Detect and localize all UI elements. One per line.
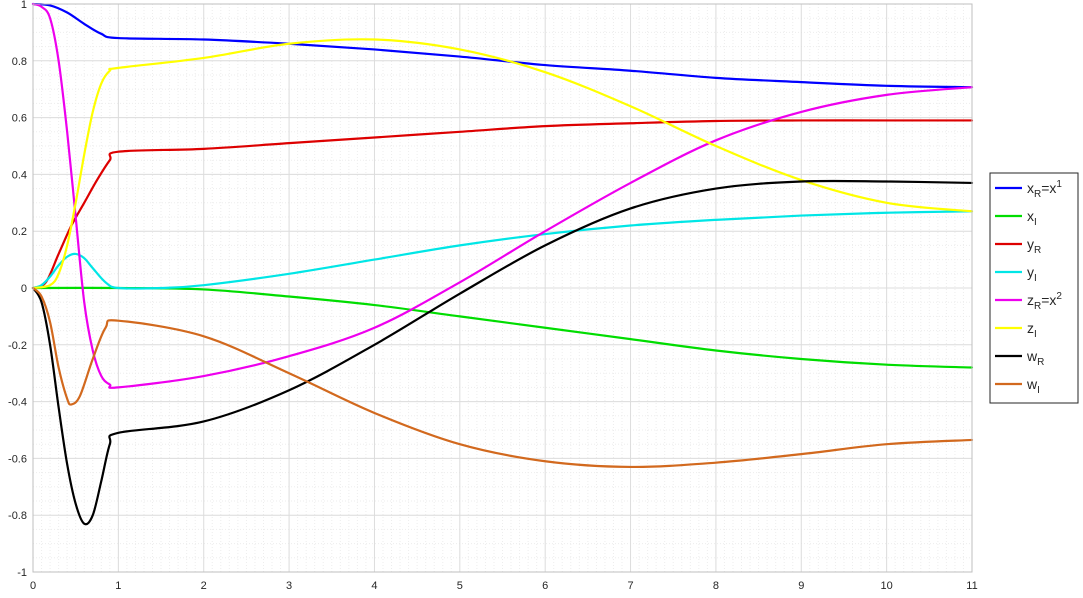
x-tick-label: 7: [627, 580, 633, 592]
series-line-x-i: [31, 286, 974, 369]
series-line-w-r: [31, 179, 974, 526]
legend-label: wI: [1026, 376, 1040, 396]
legend-label: wR: [1026, 348, 1044, 368]
x-tick-label: 9: [798, 580, 804, 592]
legend: xR=x1 xI yR yI zR=x2 zI wR wI: [989, 172, 1079, 404]
x-tick-label: 6: [542, 580, 548, 592]
legend-label: zR=x2: [1027, 291, 1062, 312]
series-line-z-i: [31, 38, 974, 290]
x-tick-label: 3: [286, 580, 292, 592]
legend-box: [989, 172, 1079, 404]
x-axis-ticks: 0 1 2 3 4 5 6 7 8 9 10 11: [30, 580, 978, 592]
x-tick-label: 2: [201, 580, 207, 592]
y-tick-label: 0.2: [12, 226, 27, 238]
x-tick-label: 4: [371, 580, 377, 592]
y-tick-label: 0.6: [12, 113, 27, 125]
x-tick-label: 0: [30, 580, 36, 592]
y-tick-label: 0: [21, 283, 27, 295]
y-tick-label: 1: [21, 0, 27, 11]
y-tick-label: 0.8: [12, 56, 27, 68]
x-tick-label: 10: [881, 580, 893, 592]
legend-label: xR=x1: [1027, 179, 1062, 200]
legend-label: yI: [1027, 264, 1037, 284]
legend-label: zI: [1027, 320, 1037, 340]
y-axis-ticks: -1 -0.8 -0.6 -0.4 -0.2 0 0.2 0.4 0.6 0.8 1: [8, 0, 27, 579]
series-layer: [31, 2, 974, 526]
x-tick-label: 11: [966, 580, 977, 592]
y-tick-label: -0.6: [8, 453, 27, 465]
x-tick-label: 8: [713, 580, 719, 592]
series-line-x-r-x-1: [31, 2, 974, 89]
series-line-z-r-x-2: [31, 2, 974, 389]
x-tick-label: 5: [457, 580, 463, 592]
x-tick-label: 1: [115, 580, 121, 592]
plot-frame: [32, 3, 973, 573]
y-tick-label: -0.4: [8, 397, 27, 409]
y-tick-label: -1: [17, 567, 27, 579]
y-tick-label: -0.2: [8, 340, 27, 352]
legend-label: yR: [1027, 236, 1041, 256]
legend-label: xI: [1027, 208, 1037, 228]
minor-grid: [33, 4, 972, 572]
y-tick-label: 0.4: [12, 169, 27, 181]
y-tick-label: -0.8: [8, 510, 27, 522]
series-line-w-i: [31, 286, 974, 469]
